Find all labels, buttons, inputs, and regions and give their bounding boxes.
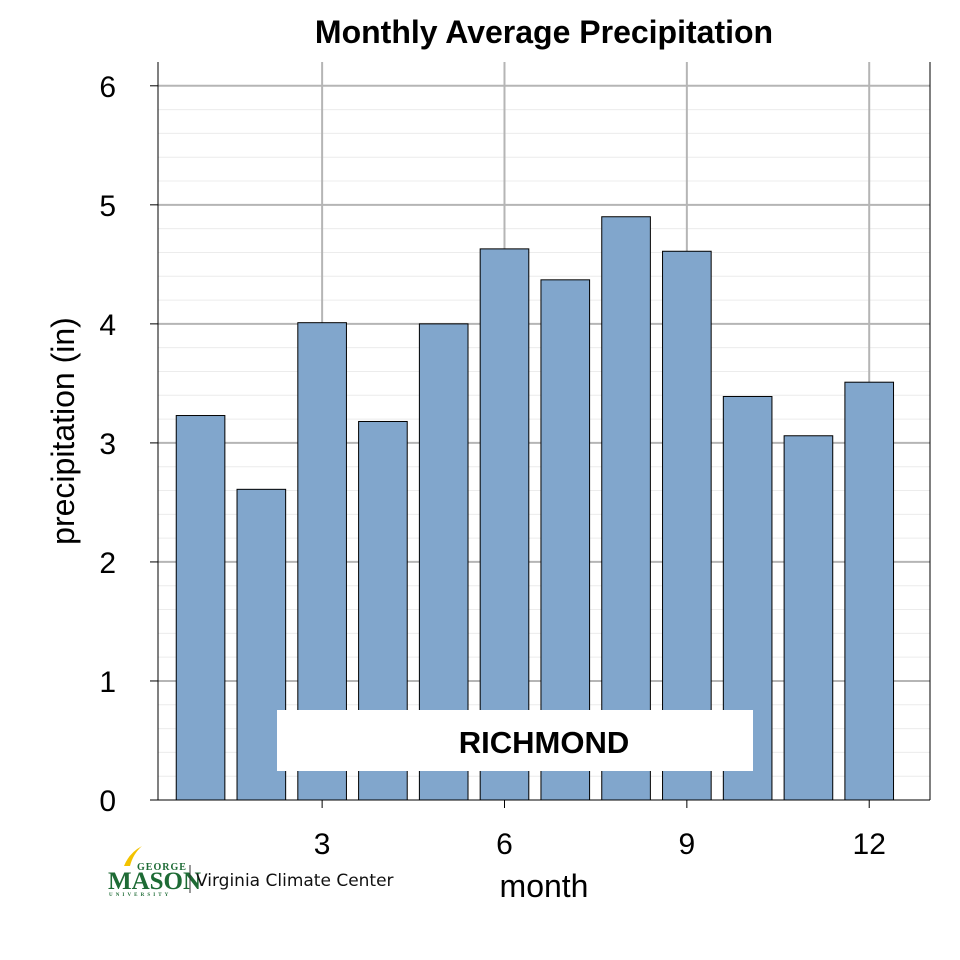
logo-main-word: MASON bbox=[108, 868, 201, 895]
y-tick-label: 3 bbox=[99, 428, 116, 461]
station-label: RICHMOND bbox=[459, 725, 630, 760]
logo-center-name: Virginia Climate Center bbox=[196, 871, 394, 891]
x-tick-label: 9 bbox=[679, 828, 696, 861]
x-tick-label: 3 bbox=[314, 828, 331, 861]
y-tick-label: 2 bbox=[99, 547, 116, 580]
bar-month-9 bbox=[662, 250, 712, 801]
chart-title: Monthly Average Precipitation bbox=[315, 14, 773, 50]
logo-top-word: GEORGE bbox=[137, 862, 187, 873]
logo-bottom-word: UNIVERSITY bbox=[109, 893, 171, 898]
logo-flame-icon bbox=[124, 846, 142, 866]
y-tick-label: 0 bbox=[99, 785, 116, 818]
x-tick-label: 6 bbox=[496, 828, 513, 861]
x-tick-label: 12 bbox=[853, 828, 886, 861]
bar-month-6 bbox=[479, 248, 530, 801]
y-axis-ticks: 0 1 2 3 4 5 6 bbox=[99, 71, 158, 818]
x-axis-ticks: 3 6 9 12 bbox=[314, 800, 886, 861]
x-axis-label: month bbox=[500, 868, 589, 904]
y-axis-label: precipitation (in) bbox=[45, 317, 81, 545]
y-tick-label: 5 bbox=[99, 190, 116, 223]
gmu-vcc-logo: GEORGE MASON UNIVERSITY Virginia Climate… bbox=[108, 846, 394, 898]
station-label-box: RICHMOND bbox=[277, 710, 753, 771]
bar-month-11 bbox=[783, 435, 834, 801]
y-tick-label: 1 bbox=[99, 666, 116, 699]
bar-month-12 bbox=[844, 381, 895, 801]
y-tick-label: 6 bbox=[99, 71, 116, 104]
bar-month-8 bbox=[601, 216, 651, 801]
y-tick-label: 4 bbox=[99, 309, 116, 342]
bars bbox=[175, 216, 895, 801]
bar-month-1 bbox=[175, 415, 226, 801]
